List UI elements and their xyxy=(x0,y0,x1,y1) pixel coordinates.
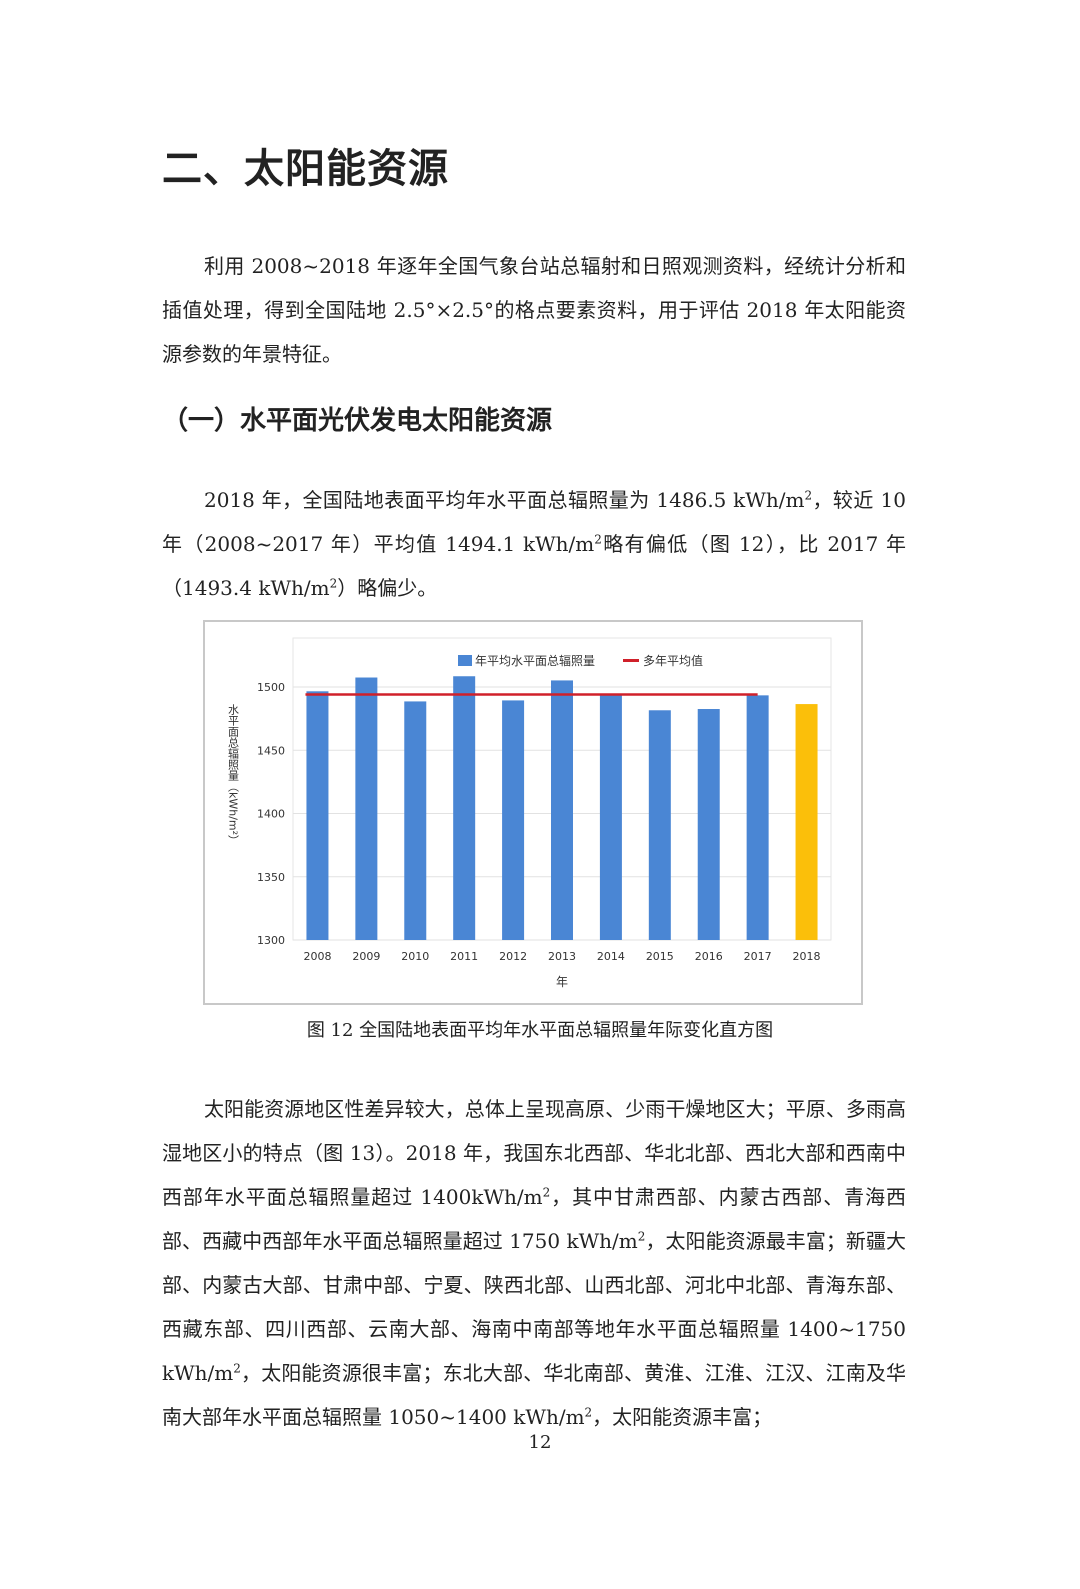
text-run: ，其中甘肃西部、内蒙古西部、青海西部、西藏中西部年水平面总辐照量超过 1750 … xyxy=(162,1185,907,1253)
x-tick-label: 2008 xyxy=(303,950,331,963)
bar-2015 xyxy=(648,710,671,940)
y-tick-label: 1450 xyxy=(257,744,285,757)
y-axis-label: 水平面总辐照量（kWh/m²） xyxy=(227,704,240,846)
bar-2008 xyxy=(306,691,329,940)
text-run: ，太阳能资源很丰富；东北大部、华北南部、黄淮、江淮、江汉、江南及华南大部年水平面… xyxy=(162,1361,906,1429)
text-run: ，太阳能资源最丰富；新疆大部、内蒙古大部、甘肃中部、宁夏、陕西北部、山西北部、河… xyxy=(162,1229,907,1385)
chart-svg: 1300 1350 1400 1450 1500 2008 2009 2010 2011 2012… xyxy=(227,637,832,989)
x-tick-label: 2010 xyxy=(401,950,429,963)
page-number: 12 xyxy=(528,1432,552,1453)
figure-caption: 图 12 全国陆地表面平均年水平面总辐照量年际变化直方图 xyxy=(306,1020,774,1041)
legend-label-line: 多年平均值 xyxy=(643,653,703,668)
y-tick-label: 1500 xyxy=(257,681,285,694)
x-tick-label: 2018 xyxy=(793,950,821,963)
section-heading: 二、太阳能资源 xyxy=(162,146,449,192)
text-run: 2018 年，全国陆地表面平均年水平面总辐照量为 1486.5 kWh/m xyxy=(204,488,805,512)
x-tick-label: 2012 xyxy=(499,950,527,963)
bar-2011 xyxy=(453,676,476,940)
x-tick-label: 2015 xyxy=(646,950,674,963)
superscript: 2 xyxy=(542,1185,551,1200)
superscript: 2 xyxy=(329,576,338,591)
y-tick-label: 1300 xyxy=(257,934,285,947)
x-tick-label: 2016 xyxy=(695,950,723,963)
bar-2014 xyxy=(599,695,622,940)
x-axis-label: 年 xyxy=(556,975,568,989)
text-run: ，太阳能资源丰富； xyxy=(592,1405,773,1429)
x-tick-label: 2011 xyxy=(450,950,478,963)
superscript: 2 xyxy=(637,1229,646,1244)
text-run: ，较近 10 年（2008~2017 年）平均值 1494.1 kWh/m xyxy=(162,488,906,556)
y-tick-label: 1350 xyxy=(257,871,285,884)
bar-2009 xyxy=(355,677,378,940)
paragraph-summary: 2018 年，全国陆地表面平均年水平面总辐照量为 1486.5 kWh/m2，较… xyxy=(162,478,906,610)
bar-2013 xyxy=(551,680,573,940)
bar-chart: 1300 1350 1400 1450 1500 2008 2009 2010 2011 2012… xyxy=(203,620,863,1005)
legend-swatch-bars xyxy=(458,655,472,666)
text-run: ）略偏少。 xyxy=(337,576,438,600)
superscript: 2 xyxy=(594,532,602,547)
bar-2018 xyxy=(795,704,818,940)
bar-2016 xyxy=(697,709,720,940)
paragraph-intro: 利用 2008~2018 年逐年全国气象台站总辐射和日照观测资料，经统计分析和插… xyxy=(162,244,906,376)
x-tick-label: 2009 xyxy=(352,950,380,963)
x-tick-label: 2014 xyxy=(597,950,625,963)
superscript: 2 xyxy=(804,488,813,503)
bar-2012 xyxy=(502,700,525,940)
text-run: 太阳能资源地区性差异较大，总体上呈现高原、少雨干燥地区大；平原、多雨高湿地区小的… xyxy=(162,1097,906,1209)
superscript: 2 xyxy=(584,1405,593,1420)
bar-2010 xyxy=(404,701,427,940)
x-tick-label: 2013 xyxy=(548,950,576,963)
paragraph-regional: 太阳能资源地区性差异较大，总体上呈现高原、少雨干燥地区大；平原、多雨高湿地区小的… xyxy=(162,1087,906,1439)
text-run: 略有偏低（图 12），比 2017 年（1493.4 kWh/m xyxy=(162,532,906,600)
subsection-heading: （一）水平面光伏发电太阳能资源 xyxy=(162,406,553,436)
superscript: 2 xyxy=(233,1361,241,1376)
y-tick-label: 1400 xyxy=(257,808,285,821)
x-tick-label: 2017 xyxy=(744,950,772,963)
bar-2017 xyxy=(746,695,769,940)
text-run: 利用 2008~2018 年逐年全国气象台站总辐射和日照观测资料，经统计分析和插… xyxy=(162,254,906,366)
legend-label-bars: 年平均水平面总辐照量 xyxy=(475,653,595,668)
